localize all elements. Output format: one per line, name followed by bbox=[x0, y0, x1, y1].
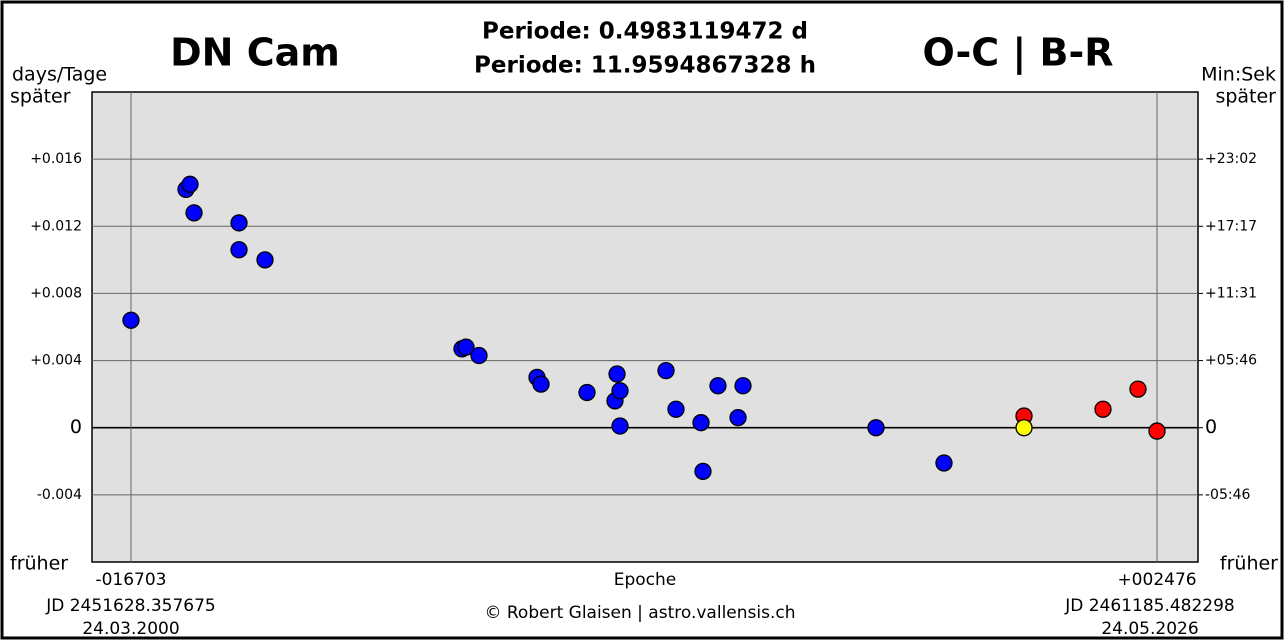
data-point bbox=[734, 377, 752, 395]
data-point bbox=[1094, 400, 1112, 418]
data-point bbox=[181, 175, 199, 193]
y-tick-label: +0.016 bbox=[30, 151, 82, 167]
data-point bbox=[578, 383, 596, 402]
data-point bbox=[230, 241, 248, 259]
data-point bbox=[1015, 419, 1033, 437]
y-tick-label: 0 bbox=[70, 416, 82, 438]
data-point bbox=[935, 454, 953, 472]
data-point bbox=[122, 311, 140, 329]
data-point bbox=[608, 365, 626, 383]
data-point bbox=[532, 375, 550, 393]
y2-tick-label: 0 bbox=[1205, 416, 1217, 438]
data-point bbox=[1148, 422, 1166, 440]
data-point bbox=[667, 400, 685, 418]
data-point bbox=[230, 214, 248, 232]
y2-tick-label: -05:46 bbox=[1205, 487, 1250, 503]
data-point bbox=[1129, 380, 1147, 398]
x-right-note: 24.05.2026 bbox=[1101, 619, 1198, 639]
y2-tick-label: +11:31 bbox=[1205, 285, 1257, 301]
subtitle: Periode: 0.4983119472 d bbox=[482, 19, 808, 45]
y-tick-label: +0.004 bbox=[30, 353, 82, 369]
data-point bbox=[657, 361, 675, 380]
y2-tick-label: +23:02 bbox=[1205, 151, 1257, 167]
data-point bbox=[470, 346, 488, 365]
y-tick-label: +0.012 bbox=[30, 218, 82, 234]
y2-top-label: später bbox=[1215, 86, 1276, 108]
x-left-note: 24.03.2000 bbox=[82, 619, 179, 639]
chart-title-right: O-C | B-R bbox=[922, 31, 1113, 76]
x-tick-label: +002476 bbox=[1117, 570, 1196, 590]
y2-axis-label: Min:Sek bbox=[1201, 64, 1276, 86]
subtitle: Periode: 11.9594867328 h bbox=[474, 53, 816, 79]
data-point bbox=[709, 377, 727, 395]
y-bottom-label: früher bbox=[10, 553, 68, 575]
x-left-note: JD 2451628.357675 bbox=[45, 596, 216, 616]
credit: © Robert Glaisen | astro.vallensis.ch bbox=[484, 603, 795, 623]
chart-title: DN Cam bbox=[170, 31, 340, 75]
data-point bbox=[867, 419, 885, 437]
data-point bbox=[729, 408, 747, 427]
plot-area bbox=[91, 91, 1199, 563]
data-point bbox=[611, 382, 629, 400]
y2-tick-label: +17:17 bbox=[1205, 218, 1257, 234]
data-point bbox=[185, 204, 203, 222]
y2-bottom-label: früher bbox=[1220, 553, 1278, 575]
x-right-note: JD 2461185.482298 bbox=[1064, 596, 1235, 616]
x-tick-label: -016703 bbox=[95, 570, 166, 590]
y2-tick-label: +05:46 bbox=[1205, 353, 1257, 369]
y-top-label: später bbox=[10, 86, 71, 108]
data-point bbox=[692, 414, 710, 432]
x-axis-label: Epoche bbox=[614, 570, 677, 590]
data-point bbox=[611, 417, 629, 435]
data-point bbox=[256, 251, 274, 269]
data-point bbox=[457, 338, 475, 356]
data-point bbox=[694, 462, 712, 481]
y-tick-label: -0.004 bbox=[37, 487, 82, 503]
y-tick-label: +0.008 bbox=[30, 285, 82, 301]
y-axis-label: days/Tage bbox=[12, 64, 107, 86]
